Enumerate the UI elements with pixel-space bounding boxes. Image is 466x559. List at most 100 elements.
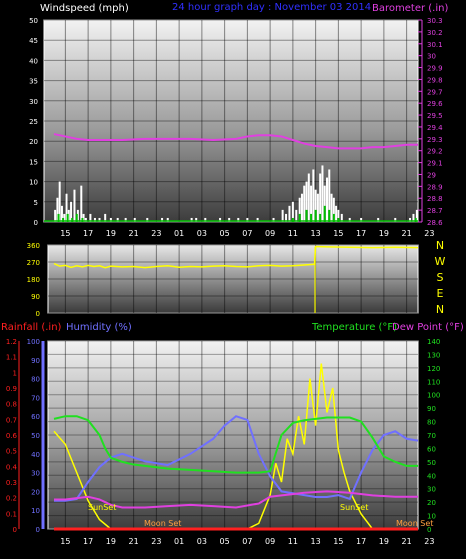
wind-bar [116,217,119,222]
time-tick-label: 19 [379,229,389,238]
gust-bar [81,217,84,222]
temp-tick-label: 90 [427,405,436,413]
wind-tick-label: 35 [29,78,38,86]
time-tick-label: 11 [288,229,298,238]
gust-bar [414,217,417,222]
graph-title: 24 hour graph day : November 03 2014 [172,2,371,13]
wind-bar [285,213,288,222]
direction-panel [47,244,419,314]
time-tick-label: 17 [83,229,93,238]
temp-tick-label: 120 [427,365,440,373]
wind-tick-label: 0 [34,219,38,227]
barometer-line [53,133,418,150]
wind-bar [246,217,249,222]
time-tick-label: 17 [356,229,366,238]
solar-line [53,363,418,530]
wind-tick-label: 10 [29,179,38,187]
temp-tick-label: 20 [427,499,436,507]
temp-tick-label: 0 [427,526,431,534]
temperature-line [53,415,418,474]
rain-tick-label: 0.3 [6,479,17,487]
wind-bar [281,209,284,222]
time-tick-label: 19 [379,537,389,546]
rainfall-axis-title: Rainfall (.in) [1,322,62,333]
barometer-tick-label: 29.4 [427,124,443,132]
wind-tick-label: 20 [29,138,38,146]
barometer-tick-label: 29.2 [427,148,443,156]
wind-bar [272,217,275,222]
wind-bar [93,217,96,222]
wind-bar [409,217,412,222]
wind-tick-label: 45 [29,37,38,45]
barometer-tick-label: 30.1 [427,41,443,49]
wind-bar [73,189,76,222]
time-tick-label: 09 [265,229,275,238]
wind-bar [133,217,136,222]
time-tick-label: 23 [151,229,161,238]
wind-bar [65,193,68,222]
time-tick-label: 01 [174,229,184,238]
wind-bar [56,197,59,222]
wind-bar [415,209,418,222]
humidity-tick-label: 90 [31,357,40,365]
time-tick-label: 05 [220,229,230,238]
wind-bar [312,169,315,222]
temp-tick-label: 50 [427,459,436,467]
barometer-tick-label: 29.9 [427,65,443,73]
sunset-label-1: SunSet [88,503,116,512]
wind-tick-label: 30 [29,98,38,106]
gust-bar [305,209,308,222]
barometer-tick-label: 30.2 [427,29,443,37]
wind-bar [337,209,340,222]
time-tick-label: 21 [402,229,412,238]
rain-tick-label: 0.4 [6,463,18,471]
temp-tick-label: 140 [427,338,440,346]
wind-bar [335,205,338,222]
gust-bar [323,205,326,222]
wind-bar [89,213,92,222]
gust-bar [314,209,317,222]
time-tick-label: 11 [288,537,298,546]
barometer-tick-label: 29 [427,171,436,179]
time-tick-label: 07 [242,537,252,546]
compass-label: E [437,287,444,300]
gust-bar [75,213,78,222]
temp-tick-label: 100 [427,392,440,400]
rain-tick-label: 0.8 [6,401,17,409]
wind-bar [109,217,112,222]
wind-tick-label: 15 [29,158,38,166]
barometer-tick-label: 29.6 [427,100,443,108]
wind-tick-label: 5 [34,199,38,207]
barometer-tick-label: 29.1 [427,160,443,168]
barometer-tick-label: 30 [427,53,436,61]
time-tick-label: 21 [402,537,412,546]
rain-tick-label: 0 [13,526,17,534]
humidity-tick-label: 50 [31,432,40,440]
wind-bar [328,169,331,222]
time-tick-label: 21 [129,537,139,546]
wind-bar [67,209,70,222]
barometer-axis-title: Barometer (.in) [372,3,448,14]
time-tick-label: 07 [242,229,252,238]
compass-label: N [436,303,444,316]
barometer-tick-label: 29.7 [427,88,443,96]
wind-bar [319,173,322,222]
wind-bar [321,165,324,222]
wind-bar [166,217,169,222]
time-tick-label: 03 [197,229,207,238]
wind-bar [190,217,193,222]
rain-tick-label: 0.6 [6,432,18,440]
wind-bar [256,217,259,222]
temp-tick-label: 60 [427,445,436,453]
rain-tick-label: 0.5 [6,448,17,456]
humidity-tick-label: 60 [31,413,40,421]
rain-tick-label: 0.1 [6,510,17,518]
time-tick-label: 15 [60,537,70,546]
compass-label: W [435,255,446,268]
direction-tick-label: 360 [27,242,40,250]
time-tick-label: 23 [151,537,161,546]
wind-bar [60,205,63,222]
wind-bar [348,217,351,222]
